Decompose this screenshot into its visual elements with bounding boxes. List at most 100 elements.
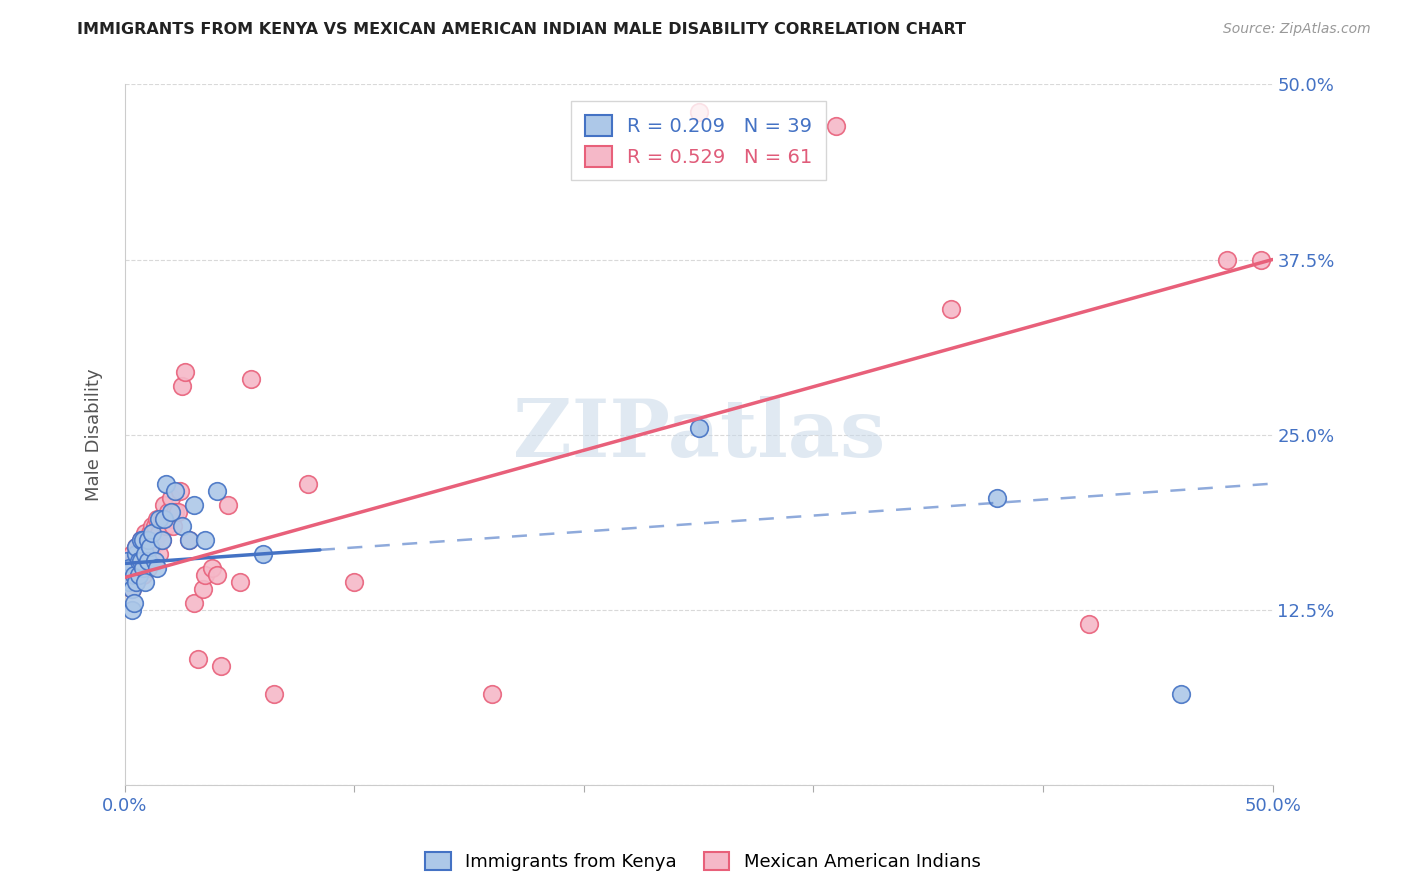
Point bbox=[134, 547, 156, 561]
Point bbox=[183, 498, 205, 512]
Point bbox=[121, 582, 143, 596]
Point bbox=[129, 533, 152, 547]
Point bbox=[173, 365, 195, 379]
Point bbox=[128, 567, 150, 582]
Text: ZIPatlas: ZIPatlas bbox=[513, 395, 884, 474]
Point bbox=[115, 567, 138, 582]
Point bbox=[134, 574, 156, 589]
Legend: R = 0.209   N = 39, R = 0.529   N = 61: R = 0.209 N = 39, R = 0.529 N = 61 bbox=[571, 101, 827, 180]
Point bbox=[205, 483, 228, 498]
Point bbox=[132, 567, 155, 582]
Point bbox=[155, 518, 177, 533]
Point bbox=[172, 378, 194, 392]
Point bbox=[134, 540, 156, 554]
Point bbox=[187, 651, 209, 665]
Point bbox=[201, 560, 224, 574]
Point bbox=[159, 505, 181, 519]
Point bbox=[297, 476, 319, 491]
Point bbox=[1250, 252, 1272, 267]
Point bbox=[941, 301, 963, 316]
Point bbox=[146, 511, 169, 525]
Point bbox=[159, 491, 181, 505]
Point bbox=[159, 511, 181, 525]
Point bbox=[125, 574, 148, 589]
Point bbox=[155, 476, 177, 491]
Point bbox=[125, 574, 148, 589]
Point bbox=[148, 547, 170, 561]
Point bbox=[150, 533, 173, 547]
Point bbox=[129, 554, 152, 568]
Point bbox=[129, 554, 152, 568]
Point bbox=[986, 491, 1008, 505]
Point bbox=[125, 540, 148, 554]
Point bbox=[1215, 252, 1237, 267]
Point bbox=[122, 567, 145, 582]
Point bbox=[157, 505, 180, 519]
Point bbox=[153, 511, 176, 525]
Point bbox=[125, 547, 148, 561]
Point bbox=[136, 533, 159, 547]
Point bbox=[143, 554, 166, 568]
Point bbox=[139, 540, 162, 554]
Point bbox=[1170, 687, 1192, 701]
Point bbox=[122, 554, 145, 568]
Point bbox=[129, 533, 152, 547]
Point bbox=[143, 518, 166, 533]
Point bbox=[162, 518, 184, 533]
Point bbox=[121, 582, 143, 596]
Point bbox=[150, 533, 173, 547]
Point bbox=[825, 120, 848, 134]
Point bbox=[132, 547, 155, 561]
Point bbox=[118, 574, 141, 589]
Point bbox=[128, 547, 150, 561]
Point bbox=[139, 547, 162, 561]
Point bbox=[139, 525, 162, 540]
Point bbox=[177, 533, 200, 547]
Text: Source: ZipAtlas.com: Source: ZipAtlas.com bbox=[1223, 22, 1371, 37]
Point bbox=[118, 560, 141, 574]
Point bbox=[688, 420, 710, 434]
Point bbox=[132, 560, 155, 574]
Point bbox=[1077, 616, 1099, 631]
Point bbox=[169, 483, 191, 498]
Point bbox=[217, 498, 239, 512]
Point bbox=[240, 371, 263, 385]
Point bbox=[121, 602, 143, 616]
Point bbox=[136, 533, 159, 547]
Point bbox=[141, 540, 163, 554]
Point bbox=[118, 560, 141, 574]
Point bbox=[172, 518, 194, 533]
Point bbox=[191, 582, 214, 596]
Point bbox=[150, 511, 173, 525]
Point bbox=[153, 498, 176, 512]
Point bbox=[146, 560, 169, 574]
Point bbox=[136, 560, 159, 574]
Point bbox=[205, 567, 228, 582]
Point bbox=[125, 540, 148, 554]
Point bbox=[143, 533, 166, 547]
Point bbox=[141, 518, 163, 533]
Point bbox=[194, 533, 217, 547]
Point bbox=[252, 547, 274, 561]
Legend: Immigrants from Kenya, Mexican American Indians: Immigrants from Kenya, Mexican American … bbox=[418, 845, 988, 879]
Point bbox=[343, 574, 366, 589]
Point bbox=[148, 511, 170, 525]
Point bbox=[115, 554, 138, 568]
Point bbox=[148, 525, 170, 540]
Point bbox=[263, 687, 285, 701]
Point bbox=[132, 533, 155, 547]
Point bbox=[166, 505, 188, 519]
Point bbox=[481, 687, 503, 701]
Point bbox=[177, 533, 200, 547]
Point bbox=[122, 567, 145, 582]
Point bbox=[688, 105, 710, 120]
Y-axis label: Male Disability: Male Disability bbox=[86, 368, 103, 501]
Point bbox=[136, 554, 159, 568]
Point bbox=[209, 658, 232, 673]
Point bbox=[228, 574, 250, 589]
Point bbox=[141, 525, 163, 540]
Point bbox=[183, 596, 205, 610]
Point bbox=[121, 547, 143, 561]
Point bbox=[165, 505, 187, 519]
Point bbox=[134, 525, 156, 540]
